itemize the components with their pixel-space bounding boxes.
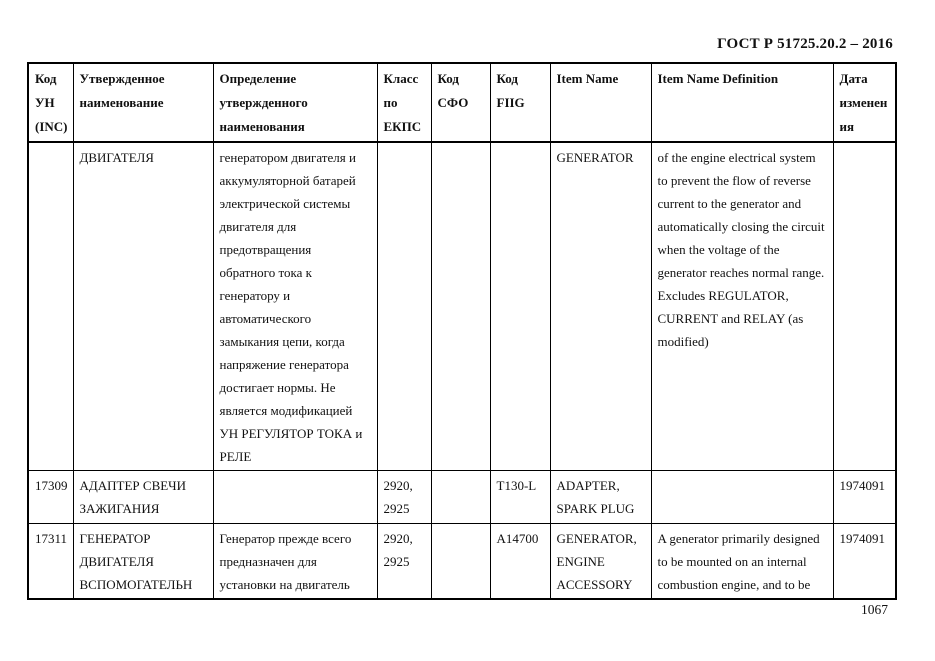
cell-approved-name-definition	[212, 470, 378, 524]
classification-table: Код УН (INC) Утвержденное наименование О…	[27, 62, 897, 600]
cell-item-name-definition	[650, 470, 834, 524]
table-header-row: Код УН (INC) Утвержденное наименование О…	[27, 62, 897, 143]
cell-ekps-class	[376, 141, 432, 471]
cell-sfo-code	[430, 141, 491, 471]
col-header-approved-name-definition: Определение утвержденного наименования	[212, 62, 378, 143]
cell-sfo-code	[430, 523, 491, 600]
cell-approved-name: ГЕНЕРАТОР ДВИГАТЕЛЯ ВСПОМОГАТЕЛЬН	[72, 523, 214, 600]
cell-item-name: GENERATOR	[549, 141, 652, 471]
cell-fiig-code: T130-L	[489, 470, 551, 524]
col-header-change-date: Дата изменен ия	[832, 62, 897, 143]
cell-ekps-class: 2920, 2925	[376, 523, 432, 600]
cell-sfo-code	[430, 470, 491, 524]
table-row: 17309 АДАПТЕР СВЕЧИ ЗАЖИГАНИЯ 2920, 2925…	[27, 470, 897, 524]
page-number: 1067	[861, 602, 888, 617]
cell-fiig-code	[489, 141, 551, 471]
cell-approved-name-definition: генератором двигателя и аккумуляторной б…	[212, 141, 378, 471]
cell-inc-code: 17311	[27, 523, 74, 600]
col-header-sfo-code: Код СФО	[430, 62, 491, 143]
cell-approved-name: АДАПТЕР СВЕЧИ ЗАЖИГАНИЯ	[72, 470, 214, 524]
cell-change-date: 1974091	[832, 470, 897, 524]
col-header-approved-name: Утвержденное наименование	[72, 62, 214, 143]
col-header-item-name-definition: Item Name Definition	[650, 62, 834, 143]
cell-item-name: GENERATOR, ENGINE ACCESSORY	[549, 523, 652, 600]
col-header-inc-code: Код УН (INC)	[27, 62, 74, 143]
cell-change-date: 1974091	[832, 523, 897, 600]
cell-item-name-definition: A generator primarily designed to be mou…	[650, 523, 834, 600]
doc-standard-number: ГОСТ Р 51725.20.2 – 2016	[717, 36, 893, 52]
cell-inc-code	[27, 141, 74, 471]
cell-item-name-definition: of the engine electrical system to preve…	[650, 141, 834, 471]
cell-approved-name: ДВИГАТЕЛЯ	[72, 141, 214, 471]
table-row: ДВИГАТЕЛЯ генератором двигателя и аккуму…	[27, 141, 897, 471]
cell-approved-name-definition: Генератор прежде всего предназначен для …	[212, 523, 378, 600]
cell-fiig-code: A14700	[489, 523, 551, 600]
cell-change-date	[832, 141, 897, 471]
col-header-fiig-code: Код FIIG	[489, 62, 551, 143]
cell-ekps-class: 2920, 2925	[376, 470, 432, 524]
cell-item-name: ADAPTER, SPARK PLUG	[549, 470, 652, 524]
col-header-item-name: Item Name	[549, 62, 652, 143]
cell-inc-code: 17309	[27, 470, 74, 524]
table-row: 17311 ГЕНЕРАТОР ДВИГАТЕЛЯ ВСПОМОГАТЕЛЬН …	[27, 523, 897, 600]
col-header-ekps-class: Класс по ЕКПС	[376, 62, 432, 143]
